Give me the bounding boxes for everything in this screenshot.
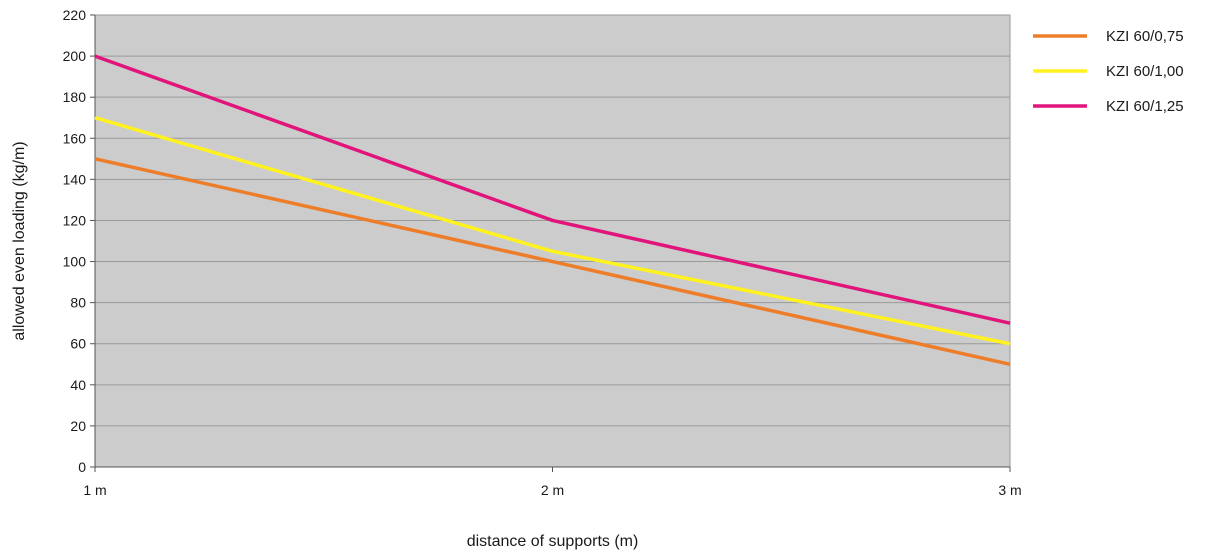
plot-area xyxy=(94,14,1011,468)
y-tick-label: 220 xyxy=(63,7,87,23)
legend: KZI 60/0,75 KZI 60/1,00 KZI 60/1,25 xyxy=(1033,28,1184,115)
x-tick-label: 1 m xyxy=(83,482,106,498)
y-tick-label: 120 xyxy=(63,212,87,228)
series-line-3 xyxy=(94,54,1011,325)
legend-label-3: KZI 60/1,25 xyxy=(1106,98,1184,115)
y-tick-label: 60 xyxy=(70,336,86,352)
x-tick-label: 2 m xyxy=(541,482,564,498)
y-tick-label: 20 xyxy=(70,418,86,434)
y-tick-label: 200 xyxy=(63,48,87,64)
legend-label-2: KZI 60/1,00 xyxy=(1106,63,1184,80)
y-tick-label: 0 xyxy=(78,459,86,475)
y-tick-label: 160 xyxy=(63,130,87,146)
x-axis-title: distance of supports (m) xyxy=(467,533,639,550)
x-tick-label: 3 m xyxy=(998,482,1021,498)
y-axis-title: allowed even loading (kg/m) xyxy=(11,141,28,340)
legend-label-1: KZI 60/0,75 xyxy=(1106,28,1184,45)
series-line-1 xyxy=(94,157,1011,366)
y-tick-label: 40 xyxy=(70,377,86,393)
series-lines xyxy=(94,54,1011,366)
y-tick-label: 100 xyxy=(63,254,87,270)
y-tick-label: 180 xyxy=(63,89,87,105)
y-tick-label: 80 xyxy=(70,295,86,311)
axes: 0 20 40 60 80 100 120 140 160 180 200 220 1 m 2 m 3 m xyxy=(63,7,1022,498)
y-tick-label: 140 xyxy=(63,171,87,187)
series-line-2 xyxy=(94,116,1011,346)
